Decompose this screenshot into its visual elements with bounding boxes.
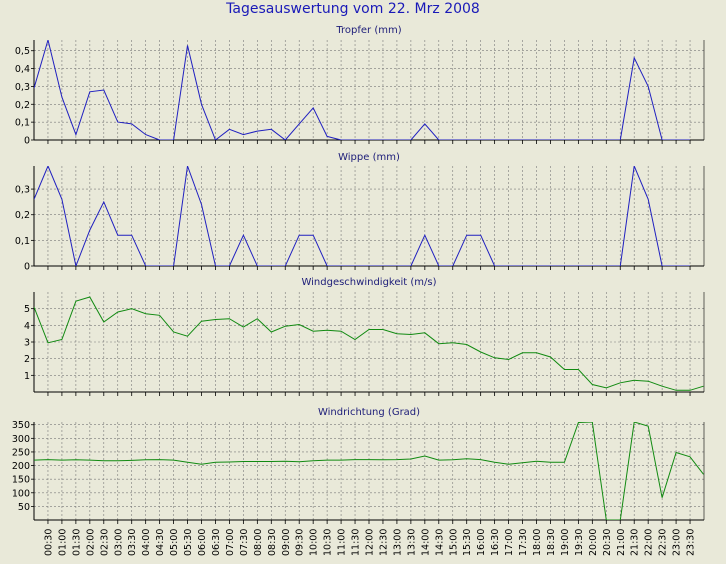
x-tick-label: 15:30 <box>462 529 473 556</box>
y-tick-label: 0 <box>24 136 30 147</box>
y-tick-label: 0,3 <box>15 82 30 93</box>
y-tick-label: 0,3 <box>15 185 30 196</box>
y-tick-label: 0 <box>24 262 30 273</box>
y-tick-label: 2 <box>24 354 30 365</box>
x-tick-label: 06:30 <box>211 529 222 556</box>
y-tick-label: 0,1 <box>15 118 30 129</box>
y-tick-label: 3 <box>24 338 30 349</box>
x-tick-label: 05:30 <box>183 529 194 556</box>
x-tick-label: 16:30 <box>490 529 501 556</box>
x-tick-label: 05:00 <box>169 529 180 556</box>
panel-title: Tropfer (mm) <box>335 25 401 36</box>
y-tick-label: 4 <box>24 321 30 332</box>
x-tick-label: 03:30 <box>127 529 138 556</box>
y-tick-label: 350 <box>12 420 30 431</box>
y-tick-label: 200 <box>12 461 30 472</box>
x-tick-label: 13:30 <box>406 529 417 556</box>
series-line <box>34 166 690 266</box>
x-tick-label: 10:00 <box>309 529 320 556</box>
y-tick-label: 0,4 <box>15 64 30 75</box>
x-tick-label: 08:30 <box>267 529 278 556</box>
x-tick-label: 10:30 <box>323 529 334 556</box>
y-tick-label: 250 <box>12 447 30 458</box>
x-tick-label: 19:30 <box>574 529 585 556</box>
x-tick-label: 12:30 <box>378 529 389 556</box>
x-tick-label: 22:00 <box>644 529 655 556</box>
x-tick-label: 22:30 <box>658 529 669 556</box>
x-tick-label: 04:30 <box>155 529 166 556</box>
y-tick-label: 0,2 <box>15 100 30 111</box>
x-tick-label: 09:30 <box>295 529 306 556</box>
x-tick-label: 03:00 <box>113 529 124 556</box>
x-tick-label: 21:30 <box>630 529 641 556</box>
x-tick-label: 01:00 <box>57 529 68 556</box>
x-tick-label: 00:30 <box>43 529 54 556</box>
series-line <box>34 296 704 391</box>
x-tick-label: 17:30 <box>518 529 529 556</box>
x-tick-label: 14:30 <box>434 529 445 556</box>
x-tick-label: 13:00 <box>392 529 403 556</box>
y-tick-label: 1 <box>24 371 30 382</box>
x-tick-label: 19:00 <box>560 529 571 556</box>
x-tick-label: 15:00 <box>448 529 459 556</box>
panel-title: Windgeschwindigkeit (m/s) <box>301 277 436 288</box>
y-tick-label: 150 <box>12 475 30 486</box>
x-tick-label: 09:00 <box>281 529 292 556</box>
x-tick-label: 18:30 <box>546 529 557 556</box>
x-tick-label: 11:30 <box>351 529 362 556</box>
y-tick-label: 5 <box>24 304 30 315</box>
series-line <box>34 422 704 520</box>
x-tick-label: 02:00 <box>85 529 96 556</box>
x-tick-label: 12:00 <box>365 529 376 556</box>
x-tick-label: 07:30 <box>239 529 250 556</box>
x-tick-label: 23:30 <box>686 529 697 556</box>
x-tick-label: 16:00 <box>476 529 487 556</box>
x-tick-label: 02:30 <box>99 529 110 556</box>
x-tick-label: 14:00 <box>420 529 431 556</box>
y-tick-label: 0,2 <box>15 210 30 221</box>
y-tick-label: 300 <box>12 434 30 445</box>
x-tick-label: 18:00 <box>532 529 543 556</box>
panel-title: Wippe (mm) <box>338 152 400 163</box>
x-tick-label: 20:00 <box>588 529 599 556</box>
x-tick-label: 20:30 <box>602 529 613 556</box>
chart-main-title: Tagesauswertung vom 22. Mrz 2008 <box>225 1 480 17</box>
y-tick-label: 0,1 <box>15 236 30 247</box>
x-tick-label: 17:00 <box>504 529 515 556</box>
x-tick-label: 01:30 <box>71 529 82 556</box>
x-tick-label: 23:00 <box>672 529 683 556</box>
panel-title: Windrichtung (Grad) <box>318 407 420 418</box>
y-tick-label: 100 <box>12 488 30 499</box>
x-tick-label: 08:00 <box>253 529 264 556</box>
x-tick-label: 04:00 <box>141 529 152 556</box>
series-line <box>34 40 690 140</box>
x-tick-label: 11:00 <box>337 529 348 556</box>
x-tick-label: 07:00 <box>225 529 236 556</box>
y-tick-label: 0,5 <box>15 46 30 57</box>
y-tick-label: 50 <box>18 502 30 513</box>
x-tick-label: 06:00 <box>197 529 208 556</box>
x-tick-label: 21:00 <box>616 529 627 556</box>
